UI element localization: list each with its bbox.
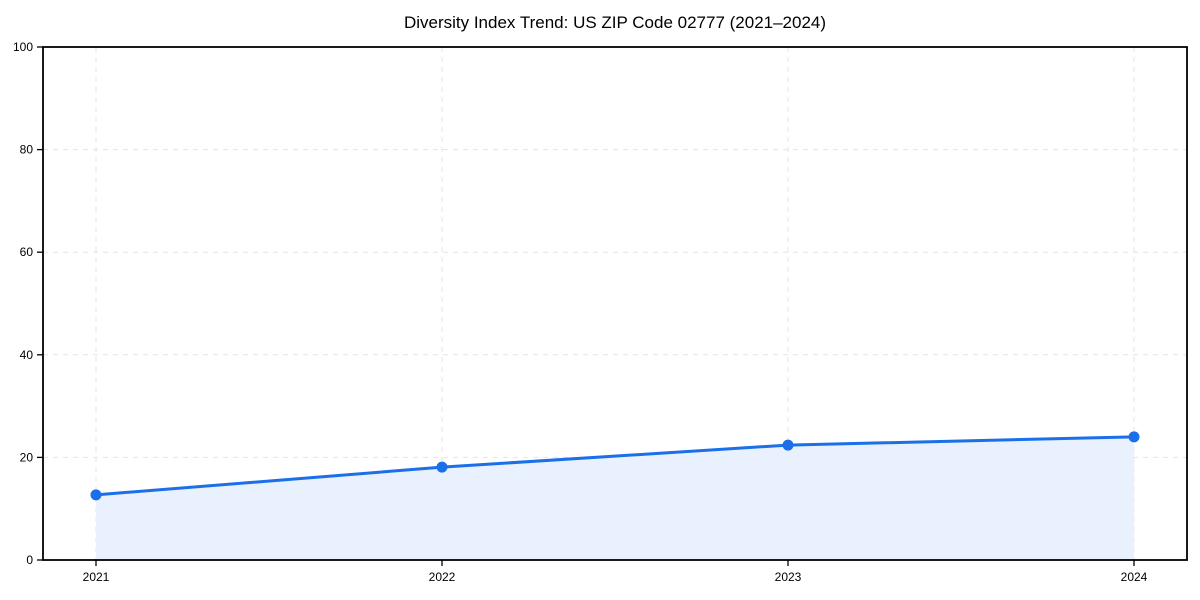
x-tick-label: 2024 bbox=[1121, 570, 1148, 584]
y-tick-label: 0 bbox=[26, 553, 33, 567]
data-point bbox=[90, 489, 102, 501]
x-tick-label: 2023 bbox=[775, 570, 802, 584]
y-tick-label: 40 bbox=[20, 348, 34, 362]
area-fill bbox=[96, 436, 1134, 560]
data-point bbox=[1128, 431, 1140, 443]
y-tick-label: 60 bbox=[20, 245, 34, 259]
chart-title: Diversity Index Trend: US ZIP Code 02777… bbox=[403, 13, 827, 32]
x-tick-label: 2021 bbox=[83, 570, 110, 584]
plot-border bbox=[42, 46, 1188, 561]
x-tick-label: 2022 bbox=[429, 570, 456, 584]
data-point bbox=[782, 439, 794, 451]
y-tick-label: 20 bbox=[20, 450, 34, 464]
y-tick-label: 80 bbox=[20, 143, 34, 157]
trend-line bbox=[94, 435, 1136, 497]
y-tick-label: 100 bbox=[13, 40, 33, 54]
data-point bbox=[436, 461, 448, 473]
